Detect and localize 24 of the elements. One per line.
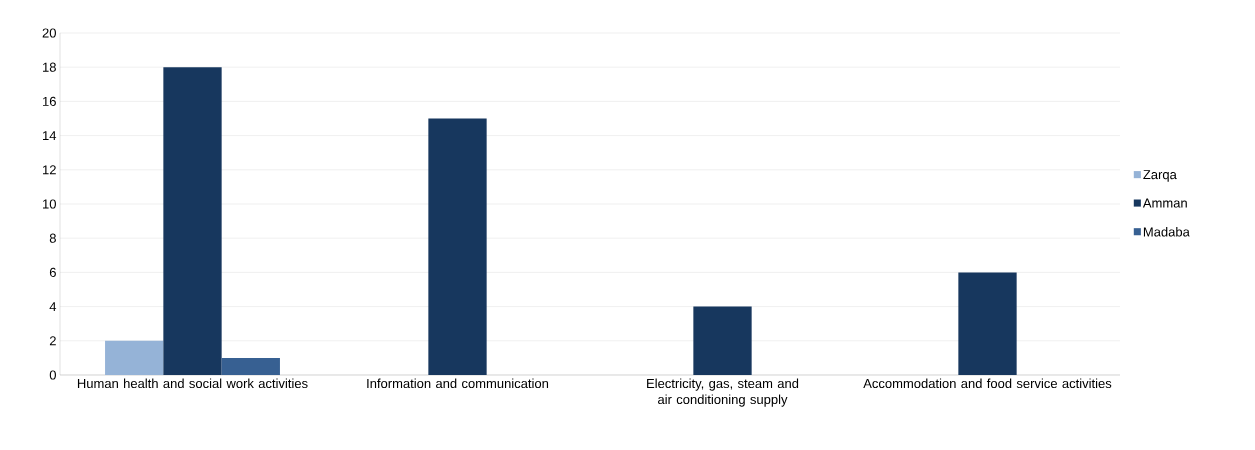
bar	[958, 272, 1017, 375]
legend-label: Madaba	[1143, 226, 1190, 237]
bar	[163, 67, 222, 375]
y-tick-label: 20	[42, 28, 56, 38]
y-tick-label: 14	[43, 131, 57, 141]
y-tick-label: 16	[43, 96, 56, 106]
y-tick-label: 18	[43, 62, 56, 72]
legend-label: Zarqa	[1143, 170, 1177, 182]
y-tick-label: 2	[49, 336, 56, 346]
x-tick-label: Information and communication	[367, 378, 549, 389]
bar	[693, 306, 752, 375]
y-tick-label: 10	[43, 199, 56, 209]
y-tick-label: 4	[49, 302, 57, 312]
bar	[105, 340, 164, 375]
legend-label: Amman	[1142, 198, 1187, 208]
bar	[221, 357, 280, 375]
x-tick-label: Human health and social work activities	[77, 378, 308, 389]
y-tick-label: 6	[49, 267, 56, 277]
x-tick-label: Electricity, gas, steam and air conditioning supply	[647, 378, 799, 407]
x-tick-label: Accommodation and food service activities	[863, 378, 1112, 389]
y-tick-label: 0	[49, 370, 56, 380]
bar	[428, 118, 487, 375]
y-tick-label: 8	[49, 233, 56, 243]
y-tick-label: 12	[43, 165, 56, 175]
